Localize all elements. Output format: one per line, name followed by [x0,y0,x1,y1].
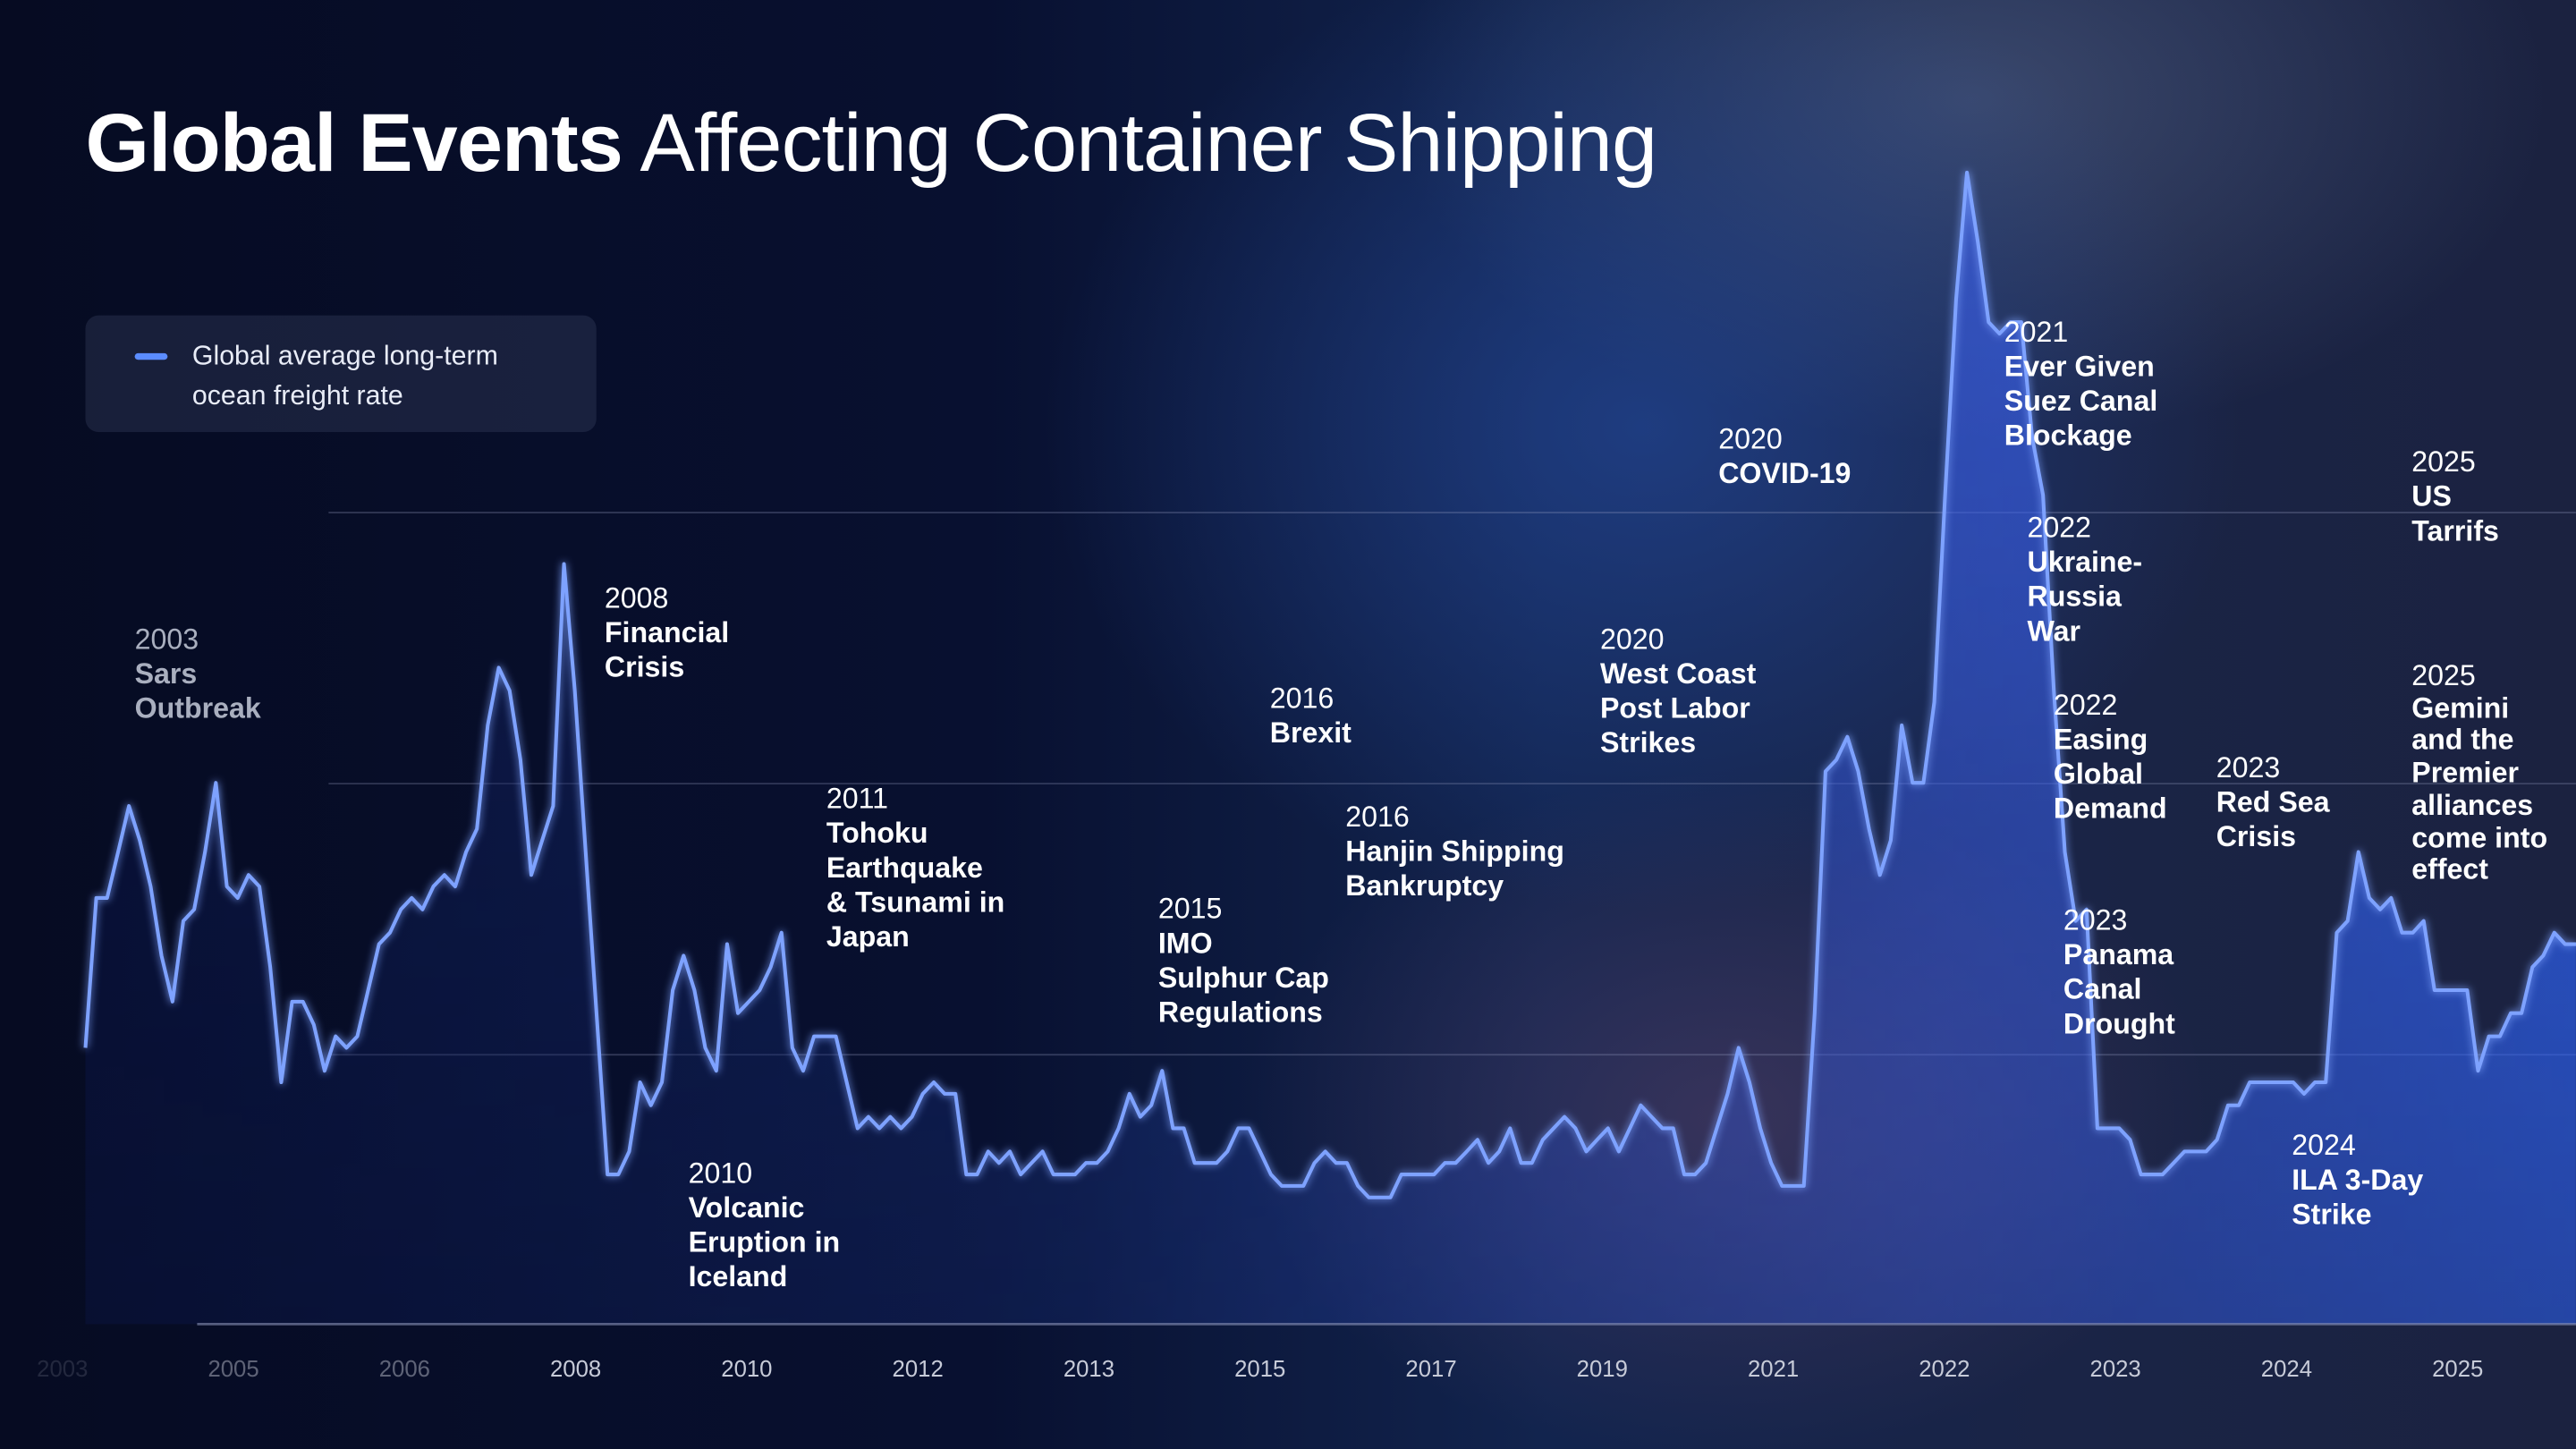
annotation-year: 2023 [2216,750,2281,784]
series-area [85,172,2576,1325]
annotation-ila-strike: 2024 ILA 3-Day Strike [2292,1129,2423,1233]
annotation-year: 2008 [604,581,669,614]
legend-swatch [134,352,168,360]
annotation-year: 2016 [1269,682,1335,715]
x-tick-label: 2017 [1405,1355,1457,1382]
annotation-west-coast-strikes: 2020 West Coast Post Labor Strikes [1600,623,1756,760]
annotation-easing-demand: 2022 Easing Global Demand [2054,689,2167,826]
annotation-label: Panama Canal Drought [2063,937,2175,1040]
page-title: Global Events Affecting Container Shippi… [85,96,1658,191]
annotation-label: Financial Crisis [604,615,730,684]
annotation-year: 2025 [2411,445,2476,479]
annotation-financial-crisis: 2008 Financial Crisis [605,581,729,685]
annotation-label: Ever Given Suez Canal Blockage [2004,350,2158,453]
x-tick-label: 2025 [2432,1355,2484,1382]
annotation-label: Brexit [1269,716,1352,750]
annotation-year: 2025 [2411,658,2476,692]
annotation-year: 2023 [2063,903,2128,936]
legend: Global average long-term ocean freight r… [85,315,597,433]
annotation-label: Easing Global Demand [2053,723,2167,826]
annotation-ukraine-russia: 2022 Ukraine- Russia War [2027,511,2142,648]
annotation-label: Volcanic Eruption in Iceland [688,1191,841,1293]
title-bold: Global Events [85,97,623,190]
annotation-hanjin: 2016 Hanjin Shipping Bankruptcy [1345,800,1564,903]
annotation-volcanic-eruption: 2010 Volcanic Eruption in Iceland [689,1157,841,1294]
annotation-label: Sars Outbreak [134,657,261,724]
annotation-us-tariffs: 2025 US Tarrifs [2411,445,2499,549]
x-tick-label: 2005 [208,1355,259,1382]
x-tick-label: 2010 [721,1355,773,1382]
x-tick-label: 2022 [1919,1355,1970,1382]
annotation-year: 2022 [2027,511,2092,544]
annotation-imo-sulphur: 2015 IMO Sulphur Cap Regulations [1158,892,1329,1030]
x-tick-label: 2015 [1234,1355,1286,1382]
annotation-covid: 2020 COVID-19 [1718,422,1851,491]
title-light: Affecting Container Shipping [640,97,1658,190]
x-tick-label: 2006 [378,1355,430,1382]
annotation-sars: 2003 Sars Outbreak [135,623,261,726]
annotation-year: 2022 [2053,688,2118,722]
annotation-gemini-premier: 2025 Gemini and the Premier alliances com… [2411,658,2548,886]
x-tick-label: 2013 [1063,1355,1115,1382]
annotation-label: Red Sea Crisis [2216,784,2330,853]
annotation-label: COVID-19 [1718,456,1852,490]
annotation-label: US Tarrifs [2411,479,2499,547]
x-tick-label: 2003 [37,1355,89,1382]
annotation-year: 2010 [688,1157,753,1190]
annotation-year: 2003 [134,623,199,656]
x-tick-label: 2019 [1576,1355,1628,1382]
annotation-year: 2016 [1345,800,1410,834]
legend-label: Global average long-term ocean freight r… [191,342,498,411]
x-tick-label: 2021 [1747,1355,1800,1382]
annotation-label: Gemini and the Premier alliances come in… [2411,691,2548,886]
annotation-label: IMO Sulphur Cap Regulations [1157,926,1329,1029]
annotation-year: 2020 [1718,422,1783,455]
annotation-year: 2021 [2004,315,2069,349]
x-tick-label: 2023 [2089,1355,2141,1382]
x-tick-label: 2008 [550,1355,602,1382]
annotation-label: West Coast Post Labor Strikes [1599,657,1757,759]
annotation-ever-given: 2021 Ever Given Suez Canal Blockage [2004,316,2158,453]
annotation-red-sea: 2023 Red Sea Crisis [2216,750,2330,854]
annotation-year: 2024 [2292,1128,2356,1162]
annotation-year: 2015 [1157,892,1223,926]
series-line [83,170,2576,1199]
annotation-year: 2011 [826,782,888,816]
x-tick-label: 2024 [2260,1355,2313,1382]
annotation-tohoku: 2011 Tohoku Earthquake & Tsunami in Japan [826,782,1004,954]
annotation-label: Tohoku Earthquake & Tsunami in Japan [826,816,1005,953]
annotation-label: Ukraine- Russia War [2027,545,2143,648]
annotation-panama-canal: 2023 Panama Canal Drought [2063,903,2175,1041]
annotation-year: 2020 [1599,623,1665,656]
annotation-label: ILA 3-Day Strike [2292,1163,2424,1231]
annotation-brexit: 2016 Brexit [1270,682,1352,750]
annotation-label: Hanjin Shipping Bankruptcy [1345,835,1564,902]
x-tick-label: 2012 [892,1355,944,1382]
